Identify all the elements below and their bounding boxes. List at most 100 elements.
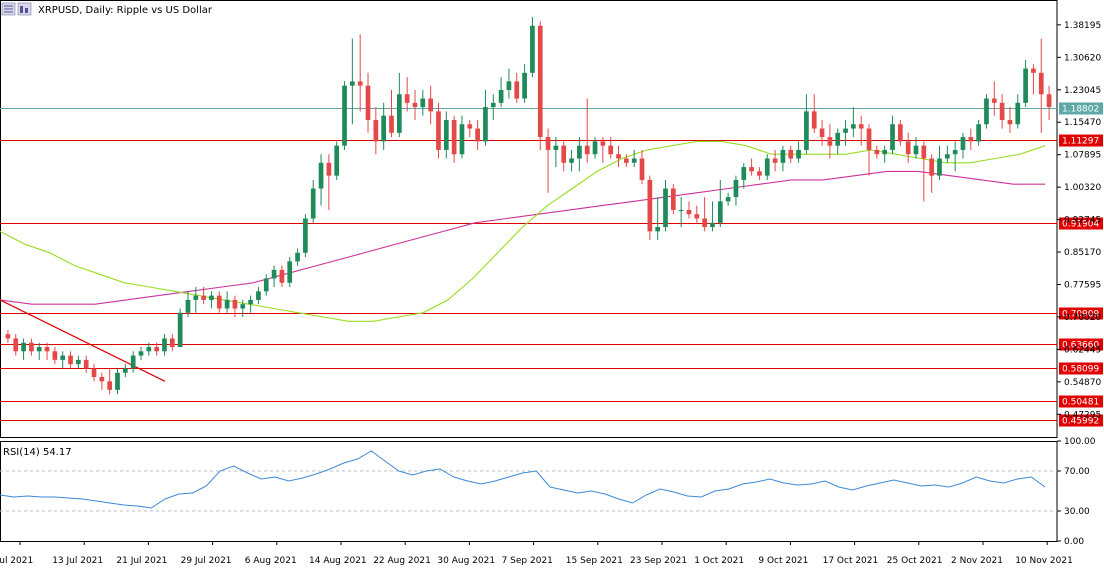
candle-body-bear <box>357 81 363 86</box>
price-tick-label: 0.77595 <box>1064 280 1101 290</box>
candle-body-bull <box>162 338 167 352</box>
candle-body-bear <box>545 137 551 150</box>
candle-body-bull <box>483 107 488 142</box>
candle-body-bull <box>577 145 582 159</box>
price-tick-label: 0.92745 <box>1064 216 1101 226</box>
candle-body-bull <box>569 158 574 163</box>
rsi-tick-label: 70.00 <box>1064 467 1090 477</box>
candle-body-bear <box>1046 94 1052 108</box>
time-tick-label: 30 Aug 2021 <box>437 556 495 566</box>
trendline[interactable] <box>0 299 166 382</box>
rsi-label: RSI(14) 54.17 <box>3 447 72 458</box>
candle-body-bear <box>83 359 89 369</box>
candle-body-bear <box>412 102 418 108</box>
candle-body-bull <box>420 98 426 108</box>
axes: 1.38195 1.30620 1.23045 1.15470 1.07895 1.003… <box>0 21 1101 566</box>
candle-body-bull <box>553 145 559 150</box>
candle-body-bear <box>788 149 794 159</box>
candle-body-bear <box>670 188 676 210</box>
candle-body-bear <box>897 124 903 142</box>
time-tick-label: 2 Nov 2021 <box>951 556 1003 566</box>
candle-body-bull <box>193 295 199 300</box>
candle-body-bull <box>498 89 504 103</box>
candle-body-bull <box>631 158 637 163</box>
candle-body-bear <box>757 171 762 176</box>
symbol-icon[interactable] <box>17 2 32 16</box>
time-tick-label: 5 Jul 2021 <box>0 556 33 566</box>
candle-body-bear <box>624 158 629 163</box>
candle-body-bull <box>130 355 136 369</box>
candle-body-bear <box>616 154 621 159</box>
level-tag-label: 1.11297 <box>1062 137 1099 147</box>
level-tag <box>1059 307 1103 320</box>
candle-body-bull <box>138 351 144 356</box>
candle-body-bear <box>968 137 974 142</box>
candle-body-bull <box>741 167 747 180</box>
level-tag-label: 0.58099 <box>1062 365 1099 375</box>
moving-averages <box>0 140 1046 322</box>
candle-body-bull <box>764 158 770 176</box>
candle-body-bear <box>1038 72 1044 95</box>
rsi-line <box>0 450 1046 509</box>
time-tick-label: 9 Oct 2021 <box>758 556 808 566</box>
price-tick-label: 0.70020 <box>1064 313 1101 323</box>
time-tick-label: 15 Sep 2021 <box>566 556 623 566</box>
candle-body-bear <box>467 124 473 129</box>
rsi-panel: RSI(14) 54.17 <box>0 447 1057 512</box>
level-tag <box>1059 395 1103 408</box>
candle-body-bear <box>929 158 935 176</box>
candle-body-bear <box>647 179 653 232</box>
chart-title: XRPUSD, Daily: Ripple vs US Dollar <box>38 5 213 16</box>
price-panel-frame <box>0 0 1058 438</box>
candle-body-bull <box>592 141 598 155</box>
candle-body-bull <box>122 368 128 373</box>
candle-body-bull <box>1015 102 1021 125</box>
candle-body-bear <box>279 269 285 283</box>
time-tick-label: 17 Oct 2021 <box>823 556 879 566</box>
candle-body-bear <box>389 115 394 133</box>
price-tick-label: 1.23045 <box>1064 86 1101 96</box>
symbol-icon-bar <box>20 6 23 13</box>
candle-body-bull <box>733 179 739 198</box>
candle-body-bull <box>835 132 841 146</box>
candle-body-bear <box>991 98 997 103</box>
candle-body-bull <box>960 137 966 150</box>
sma-green-line <box>0 140 1046 322</box>
level-tag <box>1059 217 1103 230</box>
price-tick-label: 0.54870 <box>1064 378 1101 388</box>
time-tick-label: 21 Jul 2021 <box>116 556 167 566</box>
candle-body-bear <box>858 124 864 129</box>
candle-body-bear <box>561 145 567 163</box>
candle-body-bull <box>115 372 120 390</box>
horizontal-levels[interactable]: 1.11297 0.91904 0.70909 0.63660 0.58099 0.504… <box>0 102 1103 427</box>
candle-body-bull <box>663 188 668 228</box>
time-tick-label: 23 Sep 2021 <box>630 556 687 566</box>
candle-body-bull <box>310 188 316 219</box>
candle-body-bull <box>224 299 230 309</box>
candle-body-bull <box>287 261 293 283</box>
candle-body-bull <box>780 149 786 163</box>
candle-body-bull <box>248 299 253 305</box>
candle-body-bear <box>436 111 441 150</box>
candle-body-bear <box>99 377 105 382</box>
current-price-label: 1.18802 <box>1062 105 1099 115</box>
time-tick-label: 14 Aug 2021 <box>309 556 367 566</box>
candle-body-bull <box>76 359 81 365</box>
time-tick-label: 6 Aug 2021 <box>245 556 297 566</box>
candle-body-bull <box>271 269 277 279</box>
time-tick-label: 29 Jul 2021 <box>181 556 232 566</box>
candle-body-bear <box>537 25 543 138</box>
candle-body-bear <box>811 111 817 129</box>
rsi-panel-frame <box>0 441 1058 542</box>
level-tag-label: 0.91904 <box>1062 220 1099 230</box>
level-tag <box>1059 338 1103 351</box>
candle-body-bull <box>342 85 347 146</box>
candle-body-bear <box>428 98 433 112</box>
time-tick-label: 7 Sep 2021 <box>502 556 553 566</box>
price-tick-label: 1.15470 <box>1064 118 1101 128</box>
candle-body-bear <box>404 94 410 103</box>
candle-body-bear <box>608 145 614 155</box>
level-tag <box>1059 134 1103 147</box>
candle-body-bear <box>514 81 520 99</box>
